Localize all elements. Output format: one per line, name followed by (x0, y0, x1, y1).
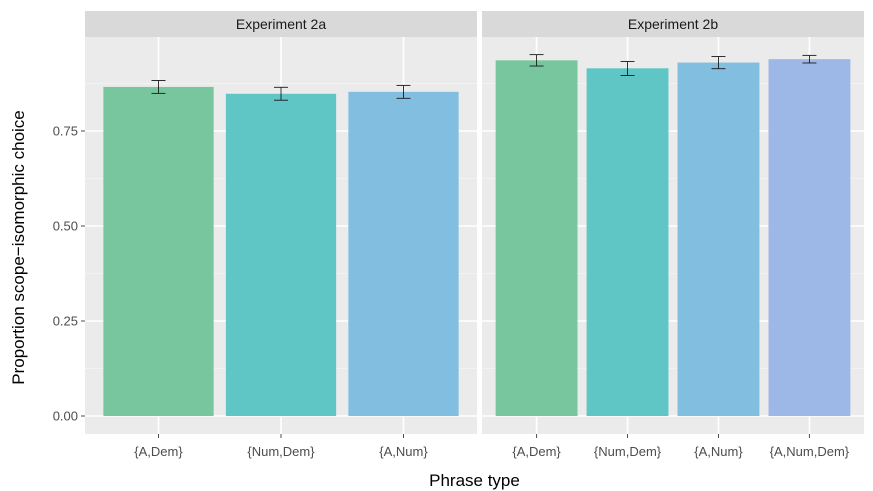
x-tick-label: {A,Dem} (512, 444, 561, 459)
y-tick-label: 0.75 (53, 124, 78, 139)
strip-title: Experiment 2a (236, 16, 326, 32)
bar (225, 93, 337, 416)
x-tick-label: {A,Dem} (134, 444, 183, 459)
x-axis-title: Phrase type (429, 471, 520, 490)
bar (677, 62, 760, 416)
bar (768, 59, 851, 417)
bar (348, 91, 459, 417)
x-tick-label: {A,Num,Dem} (770, 444, 850, 459)
strip-title: Experiment 2b (628, 16, 718, 32)
panel-2: Experiment 2b (482, 11, 864, 434)
bar (495, 60, 578, 416)
x-tick-label: {Num,Dem} (594, 444, 662, 459)
y-tick-label: 0.50 (53, 219, 78, 234)
x-tick-label: {A,Num} (694, 444, 743, 459)
x-tick-label: {Num,Dem} (247, 444, 315, 459)
y-axis-title: Proportion scope−isomorphic choice (9, 110, 28, 385)
bar (103, 86, 214, 417)
strip-background (482, 11, 864, 37)
y-tick-label: 0.25 (53, 314, 78, 329)
x-tick-label: {A,Num} (379, 444, 428, 459)
y-tick-label: 0.00 (53, 409, 78, 424)
bar (586, 68, 669, 417)
strip-background (85, 11, 477, 37)
panel-1: Experiment 2a (85, 11, 477, 434)
